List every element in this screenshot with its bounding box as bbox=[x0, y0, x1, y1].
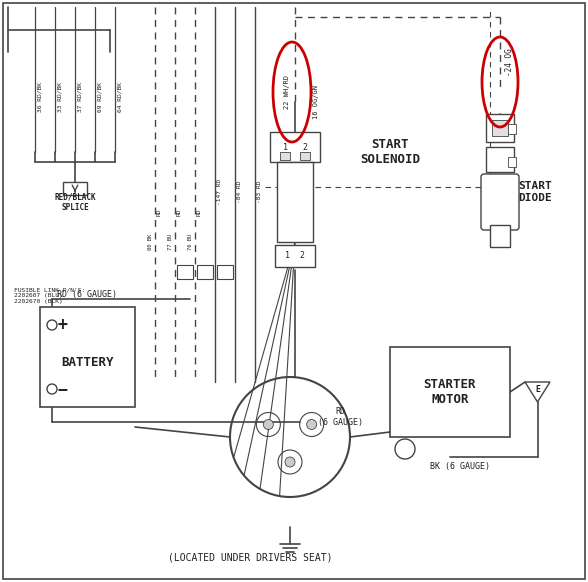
Text: 33 RD/BK: 33 RD/BK bbox=[58, 82, 63, 112]
Text: RD (6 GAUGE): RD (6 GAUGE) bbox=[57, 290, 117, 300]
FancyBboxPatch shape bbox=[300, 152, 310, 160]
FancyBboxPatch shape bbox=[197, 265, 213, 279]
Text: RD: RD bbox=[157, 208, 162, 216]
Text: 16 OG/GN: 16 OG/GN bbox=[313, 85, 319, 119]
Text: −: − bbox=[57, 380, 67, 398]
Text: 1: 1 bbox=[282, 143, 288, 151]
Circle shape bbox=[263, 420, 273, 430]
Text: START
SOLENOID: START SOLENOID bbox=[360, 138, 420, 166]
Text: FUSIBLE LINK P/N'S:
2202607 (BLU)
2202670 (BLK): FUSIBLE LINK P/N'S: 2202607 (BLU) 220267… bbox=[14, 287, 85, 304]
Text: 22 WH/RD: 22 WH/RD bbox=[284, 75, 290, 109]
FancyBboxPatch shape bbox=[177, 265, 193, 279]
Circle shape bbox=[285, 457, 295, 467]
FancyBboxPatch shape bbox=[63, 182, 87, 195]
Text: RD
(6 GAUGE): RD (6 GAUGE) bbox=[318, 407, 362, 427]
FancyBboxPatch shape bbox=[481, 174, 519, 230]
Text: -84 RD: -84 RD bbox=[237, 181, 242, 203]
Text: -147 RD: -147 RD bbox=[217, 179, 222, 205]
Text: RD: RD bbox=[197, 208, 202, 216]
FancyBboxPatch shape bbox=[486, 147, 514, 172]
FancyBboxPatch shape bbox=[492, 120, 508, 136]
FancyBboxPatch shape bbox=[217, 265, 233, 279]
FancyBboxPatch shape bbox=[277, 162, 313, 242]
Text: (LOCATED UNDER DRIVERS SEAT): (LOCATED UNDER DRIVERS SEAT) bbox=[168, 552, 332, 562]
Text: 69 RD/BK: 69 RD/BK bbox=[98, 82, 103, 112]
Text: RED/BLACK
SPLICE: RED/BLACK SPLICE bbox=[54, 192, 96, 212]
Text: STARTER
MOTOR: STARTER MOTOR bbox=[424, 378, 476, 406]
Text: 36 RD/BK: 36 RD/BK bbox=[38, 82, 43, 112]
Text: 77 BU: 77 BU bbox=[168, 234, 173, 250]
Text: 2: 2 bbox=[299, 251, 305, 261]
Text: 37 RD/BK: 37 RD/BK bbox=[78, 82, 83, 112]
FancyBboxPatch shape bbox=[390, 347, 510, 437]
FancyBboxPatch shape bbox=[275, 245, 315, 267]
Text: RD: RD bbox=[177, 208, 182, 216]
Text: 80 BK: 80 BK bbox=[148, 234, 153, 250]
Text: START
DIODE: START DIODE bbox=[518, 181, 552, 203]
FancyBboxPatch shape bbox=[280, 152, 290, 160]
Text: 76 BU: 76 BU bbox=[188, 234, 193, 250]
Text: -83 RD: -83 RD bbox=[257, 181, 262, 203]
Text: 2: 2 bbox=[302, 143, 308, 151]
Circle shape bbox=[307, 420, 317, 430]
Text: BK (6 GAUGE): BK (6 GAUGE) bbox=[430, 463, 490, 471]
Text: 64 RD/BK: 64 RD/BK bbox=[118, 82, 123, 112]
FancyBboxPatch shape bbox=[40, 307, 135, 407]
Text: E: E bbox=[535, 385, 540, 395]
FancyBboxPatch shape bbox=[508, 124, 516, 134]
Text: BATTERY: BATTERY bbox=[61, 356, 113, 368]
FancyBboxPatch shape bbox=[270, 132, 320, 162]
FancyBboxPatch shape bbox=[486, 114, 514, 142]
FancyBboxPatch shape bbox=[490, 225, 510, 247]
FancyBboxPatch shape bbox=[508, 157, 516, 167]
Text: 1: 1 bbox=[286, 251, 290, 261]
Text: -24 OG: -24 OG bbox=[505, 48, 514, 76]
Text: +: + bbox=[57, 316, 67, 334]
